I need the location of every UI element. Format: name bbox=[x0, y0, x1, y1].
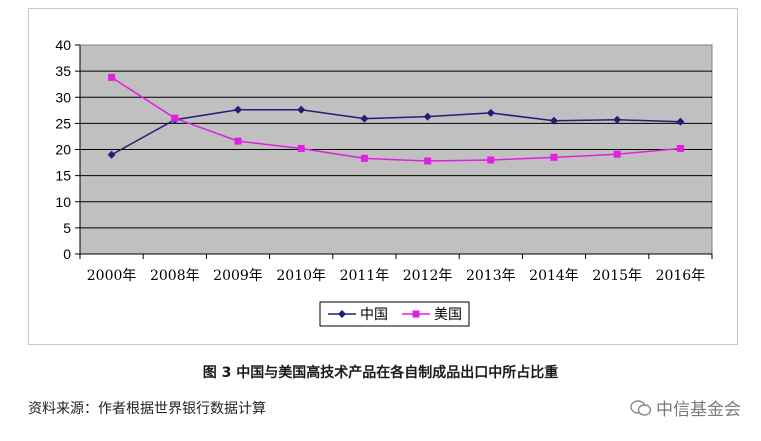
data-point bbox=[423, 112, 432, 121]
series-line-2 bbox=[111, 76, 681, 162]
chart-frame: 0 5 10 15 20 25 30 35 40 2000年 2008年 2009年 2010年 2011… bbox=[28, 8, 738, 345]
data-point bbox=[550, 153, 558, 161]
data-point bbox=[360, 154, 368, 162]
x-tick-label: 2008年 bbox=[150, 268, 200, 284]
data-point bbox=[360, 114, 369, 123]
data-point bbox=[550, 116, 558, 125]
y-tick-label: 35 bbox=[55, 63, 71, 79]
y-tick-label: 30 bbox=[55, 89, 71, 105]
watermark-text: 中信基金会 bbox=[656, 400, 741, 420]
data-point bbox=[108, 73, 116, 81]
y-tick-label: 5 bbox=[63, 220, 71, 236]
x-tick-label: 2012年 bbox=[403, 268, 453, 284]
wechat-icon bbox=[630, 399, 652, 416]
data-point bbox=[297, 144, 305, 152]
data-point bbox=[234, 137, 242, 145]
x-tick-label: 2014年 bbox=[529, 268, 579, 284]
legend-label: 美国 bbox=[434, 307, 462, 323]
x-tick-label: 2015年 bbox=[592, 268, 642, 284]
x-tick-label: 2011年 bbox=[340, 268, 390, 284]
y-tick-label: 40 bbox=[55, 37, 71, 53]
data-point bbox=[171, 114, 179, 122]
x-tick-label: 2010年 bbox=[276, 268, 326, 284]
data-point bbox=[297, 105, 306, 114]
data-point bbox=[424, 157, 432, 165]
y-tick-label: 25 bbox=[55, 115, 71, 131]
legend-marker bbox=[338, 310, 346, 318]
data-point bbox=[613, 115, 622, 124]
data-point bbox=[107, 150, 116, 159]
x-tick-label: 2000年 bbox=[87, 268, 137, 284]
watermark: 中信基金会 bbox=[630, 395, 741, 420]
figure-caption: 图 3 中国与美国高技术产品在各自制成品出口中所占比重 bbox=[202, 365, 559, 381]
data-point bbox=[234, 105, 242, 114]
data-point bbox=[486, 108, 495, 117]
legend-marker bbox=[412, 310, 420, 318]
data-point bbox=[676, 144, 684, 152]
y-tick-label: 10 bbox=[55, 194, 71, 210]
y-tick-label: 15 bbox=[55, 168, 71, 184]
legend-label: 中国 bbox=[360, 307, 388, 323]
series-line-1 bbox=[111, 109, 681, 156]
y-tick-label: 20 bbox=[55, 142, 71, 158]
chart-svg: 0 5 10 15 20 25 30 35 40 2000年 2008年 2009年 2010年 2011… bbox=[55, 37, 713, 327]
y-tick-label: 0 bbox=[63, 246, 71, 262]
data-point bbox=[676, 117, 685, 126]
x-tick-label: 2016年 bbox=[656, 268, 706, 284]
data-point bbox=[613, 150, 621, 158]
legend: 中国 美国 bbox=[319, 301, 470, 327]
x-tick-label: 2013年 bbox=[466, 268, 516, 284]
x-tick-label: 2009年 bbox=[213, 268, 263, 284]
data-source-note: 资料来源：作者根据世界银行数据计算 bbox=[28, 401, 266, 417]
data-point bbox=[487, 156, 495, 164]
